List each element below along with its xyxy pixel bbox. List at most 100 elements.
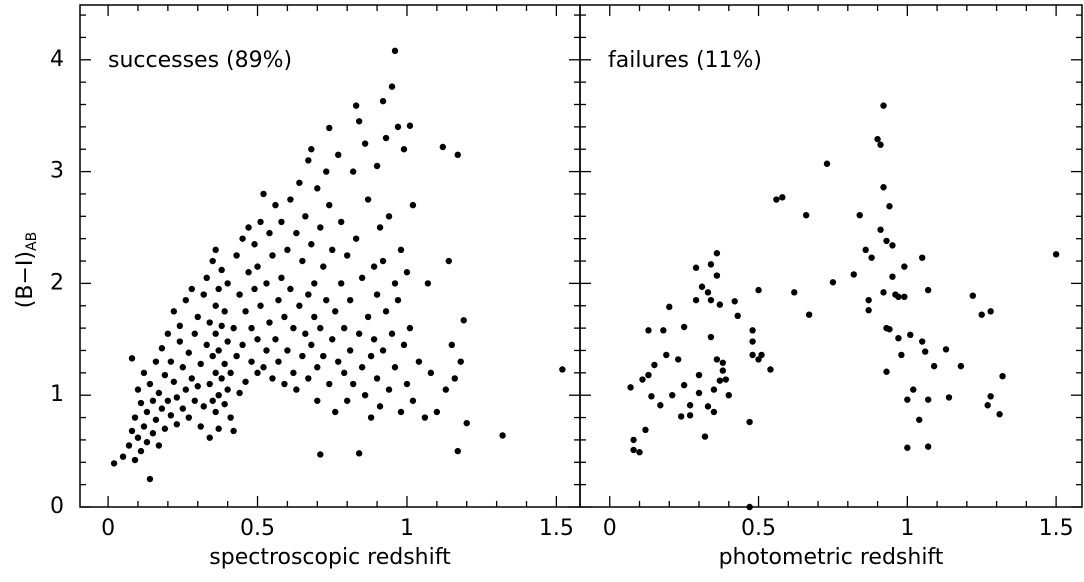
point [865, 307, 872, 314]
point [311, 313, 318, 321]
point [883, 368, 890, 375]
point [242, 308, 249, 315]
point [987, 393, 994, 400]
point [293, 386, 300, 393]
x-tick-label: 0 [101, 516, 115, 541]
point [358, 274, 366, 282]
point [409, 201, 417, 209]
point [403, 380, 411, 388]
point [373, 291, 381, 298]
point [627, 384, 634, 391]
point [886, 326, 893, 333]
point [179, 405, 187, 412]
point [284, 347, 291, 354]
point [343, 252, 351, 259]
point [346, 347, 354, 354]
point [987, 308, 994, 315]
point [651, 361, 658, 369]
point [299, 257, 306, 265]
point [645, 371, 652, 379]
point [695, 371, 703, 379]
point [448, 341, 455, 349]
point [663, 351, 670, 359]
point [889, 273, 896, 280]
point [734, 312, 741, 320]
point [158, 345, 166, 352]
point [194, 383, 201, 390]
point [290, 369, 297, 377]
point [367, 352, 375, 360]
point [275, 358, 282, 365]
point [707, 296, 715, 304]
point [904, 396, 911, 403]
point [559, 366, 566, 373]
point [421, 414, 429, 421]
point [221, 360, 228, 368]
point [167, 412, 175, 419]
point [209, 397, 216, 404]
point [245, 269, 252, 276]
point [230, 427, 237, 435]
x-tick-label: 0 [603, 516, 617, 541]
point [302, 330, 309, 337]
point [314, 185, 321, 192]
point [677, 413, 685, 420]
point [314, 364, 321, 371]
point [755, 286, 762, 294]
point [146, 380, 154, 388]
point [155, 442, 163, 449]
point [182, 386, 189, 393]
point [161, 425, 169, 432]
point [648, 393, 655, 400]
point [433, 408, 441, 416]
point [984, 402, 991, 409]
point [221, 400, 228, 408]
point [179, 364, 187, 371]
point [716, 301, 724, 308]
point [367, 414, 375, 421]
point [895, 293, 902, 301]
point [370, 336, 378, 343]
point [233, 352, 240, 360]
point [281, 380, 288, 388]
point [338, 218, 345, 226]
point [164, 397, 172, 404]
point [203, 341, 210, 349]
point [320, 263, 327, 270]
point [919, 254, 926, 261]
point [388, 83, 396, 90]
point [996, 411, 1003, 418]
point [188, 375, 195, 382]
y-label-main: (B−I) [13, 251, 38, 308]
point [215, 347, 222, 354]
point [278, 274, 285, 282]
point [379, 257, 387, 265]
point [143, 408, 151, 416]
point [713, 250, 721, 257]
point [254, 263, 261, 270]
point [916, 416, 923, 423]
point [146, 475, 154, 483]
point [170, 378, 178, 385]
point [823, 160, 831, 167]
point [245, 224, 252, 231]
point [868, 254, 875, 261]
point [680, 381, 688, 389]
x-tick-label: 0.5 [741, 516, 776, 541]
point [269, 252, 276, 259]
point [209, 352, 216, 360]
point [212, 246, 219, 254]
point [924, 396, 932, 403]
point [636, 449, 643, 456]
point [355, 118, 363, 125]
point [224, 280, 231, 287]
point [188, 285, 195, 293]
point [176, 322, 184, 330]
point [388, 330, 396, 337]
point [499, 432, 506, 439]
point [361, 140, 369, 147]
point [197, 423, 204, 430]
point [191, 330, 198, 337]
point [901, 263, 908, 270]
point [230, 324, 237, 332]
